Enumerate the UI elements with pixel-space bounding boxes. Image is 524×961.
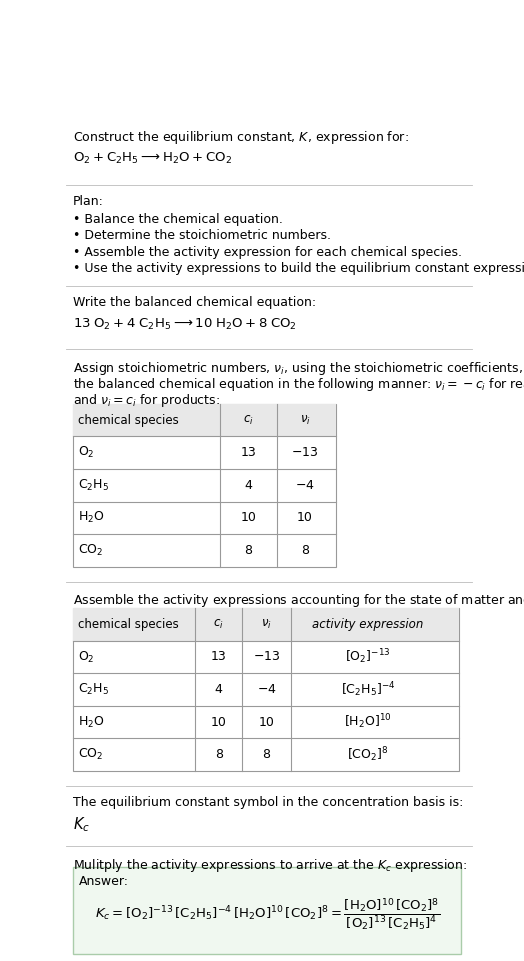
Text: $\nu_i$: $\nu_i$ bbox=[300, 413, 311, 427]
Text: 8: 8 bbox=[215, 749, 223, 761]
Bar bbox=[73, 404, 335, 436]
Text: $[\mathrm{C_2H_5}]^{-4}$: $[\mathrm{C_2H_5}]^{-4}$ bbox=[341, 680, 395, 699]
Text: $\mathrm{O_2}$: $\mathrm{O_2}$ bbox=[78, 445, 94, 460]
Text: • Balance the chemical equation.: • Balance the chemical equation. bbox=[73, 213, 282, 226]
Text: • Use the activity expressions to build the equilibrium constant expression.: • Use the activity expressions to build … bbox=[73, 261, 524, 275]
Text: • Assemble the activity expression for each chemical species.: • Assemble the activity expression for e… bbox=[73, 246, 462, 259]
Text: 10: 10 bbox=[297, 511, 313, 525]
Text: $\nu_i$: $\nu_i$ bbox=[261, 618, 272, 631]
Text: $\mathrm{C_2H_5}$: $\mathrm{C_2H_5}$ bbox=[78, 478, 109, 493]
Text: • Determine the stoichiometric numbers.: • Determine the stoichiometric numbers. bbox=[73, 230, 331, 242]
Text: the balanced chemical equation in the following manner: $\nu_i = -c_i$ for react: the balanced chemical equation in the fo… bbox=[73, 376, 524, 393]
Text: Answer:: Answer: bbox=[79, 875, 129, 888]
Text: 4: 4 bbox=[215, 683, 223, 696]
Text: $K_c = [\mathrm{O_2}]^{-13}\,[\mathrm{C_2H_5}]^{-4}\,[\mathrm{H_2O}]^{10}\,[\mat: $K_c = [\mathrm{O_2}]^{-13}\,[\mathrm{C_… bbox=[94, 898, 440, 933]
Text: $-4$: $-4$ bbox=[257, 683, 276, 696]
Text: 13: 13 bbox=[211, 651, 227, 663]
Text: and $\nu_i = c_i$ for products:: and $\nu_i = c_i$ for products: bbox=[73, 392, 220, 409]
Text: 4: 4 bbox=[244, 479, 252, 492]
Text: 8: 8 bbox=[263, 749, 270, 761]
Text: $K_c$: $K_c$ bbox=[73, 815, 90, 834]
Text: 13: 13 bbox=[241, 446, 256, 459]
Text: Assign stoichiometric numbers, $\nu_i$, using the stoichiometric coefficients, $: Assign stoichiometric numbers, $\nu_i$, … bbox=[73, 359, 524, 377]
Text: $c_i$: $c_i$ bbox=[213, 618, 224, 631]
Text: 10: 10 bbox=[241, 511, 256, 525]
Text: Write the balanced chemical equation:: Write the balanced chemical equation: bbox=[73, 296, 316, 308]
Text: $\mathrm{O_2 + C_2H_5 \longrightarrow H_2O + CO_2}$: $\mathrm{O_2 + C_2H_5 \longrightarrow H_… bbox=[73, 151, 232, 166]
Text: $[\mathrm{CO_2}]^{8}$: $[\mathrm{CO_2}]^{8}$ bbox=[347, 746, 389, 764]
Text: $\mathrm{CO_2}$: $\mathrm{CO_2}$ bbox=[78, 747, 103, 762]
Bar bbox=[73, 404, 335, 567]
Text: activity expression: activity expression bbox=[312, 618, 424, 631]
Text: Plan:: Plan: bbox=[73, 195, 104, 209]
Text: $-13$: $-13$ bbox=[253, 651, 280, 663]
Text: $\mathrm{CO_2}$: $\mathrm{CO_2}$ bbox=[78, 543, 103, 558]
Text: $-13$: $-13$ bbox=[291, 446, 319, 459]
Text: $[\mathrm{O_2}]^{-13}$: $[\mathrm{O_2}]^{-13}$ bbox=[345, 648, 391, 666]
Text: $\mathrm{C_2H_5}$: $\mathrm{C_2H_5}$ bbox=[78, 682, 109, 697]
Bar bbox=[73, 867, 462, 954]
Text: $c_i$: $c_i$ bbox=[243, 413, 254, 427]
Text: $\mathrm{H_2O}$: $\mathrm{H_2O}$ bbox=[78, 510, 104, 526]
Text: The equilibrium constant symbol in the concentration basis is:: The equilibrium constant symbol in the c… bbox=[73, 796, 463, 809]
Text: 10: 10 bbox=[258, 716, 275, 728]
Text: Construct the equilibrium constant, $K$, expression for:: Construct the equilibrium constant, $K$,… bbox=[73, 129, 409, 146]
Text: $[\mathrm{H_2O}]^{10}$: $[\mathrm{H_2O}]^{10}$ bbox=[344, 713, 392, 731]
Text: chemical species: chemical species bbox=[78, 413, 179, 427]
Bar bbox=[73, 608, 460, 771]
Text: $-4$: $-4$ bbox=[295, 479, 315, 492]
Text: $\mathrm{H_2O}$: $\mathrm{H_2O}$ bbox=[78, 715, 104, 729]
Text: 10: 10 bbox=[211, 716, 227, 728]
Text: chemical species: chemical species bbox=[78, 618, 179, 631]
Text: Mulitply the activity expressions to arrive at the $K_c$ expression:: Mulitply the activity expressions to arr… bbox=[73, 857, 467, 874]
Text: 8: 8 bbox=[244, 544, 252, 557]
Text: 8: 8 bbox=[301, 544, 309, 557]
Text: Assemble the activity expressions accounting for the state of matter and $\nu_i$: Assemble the activity expressions accoun… bbox=[73, 592, 524, 609]
Bar bbox=[73, 608, 460, 641]
Text: $\mathrm{13\;O_2 + 4\;C_2H_5 \longrightarrow 10\;H_2O + 8\;CO_2}$: $\mathrm{13\;O_2 + 4\;C_2H_5 \longrighta… bbox=[73, 316, 297, 332]
Text: $\mathrm{O_2}$: $\mathrm{O_2}$ bbox=[78, 650, 94, 664]
